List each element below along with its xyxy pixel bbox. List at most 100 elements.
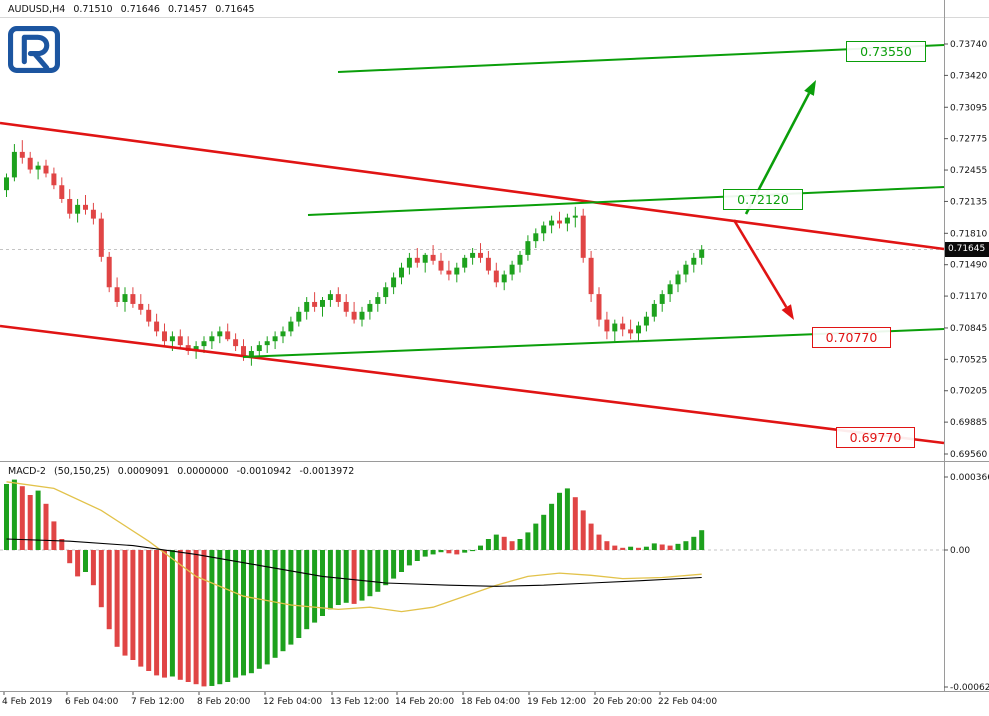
macd-histogram-bar [296, 550, 302, 638]
macd-histogram-bar [438, 550, 444, 553]
bearish-projection-arrow[interactable] [732, 219, 788, 308]
candle-bull [675, 274, 681, 285]
candle-bear [27, 157, 33, 170]
macd-histogram-bar [162, 550, 167, 678]
candle-bear [43, 165, 49, 174]
open-value: 0.71510 [73, 4, 113, 15]
candle-bear [438, 260, 444, 271]
macd-histogram-bar [351, 550, 357, 604]
candle-bear [90, 209, 96, 219]
candle-bear [106, 256, 112, 288]
macd-histogram-bar [248, 550, 254, 674]
macd-histogram-bar [572, 497, 578, 550]
descending-channel-upper[interactable] [0, 121, 945, 251]
macd-signal-line [6, 481, 702, 613]
candle-bull [169, 336, 175, 342]
candle-bear [430, 254, 436, 261]
candle-bull [406, 257, 412, 268]
price-axis-label: 0.70205 [950, 387, 987, 397]
candle-bull [564, 217, 570, 224]
macd-histogram-bar [564, 488, 570, 550]
price-axis-label: 0.71810 [950, 229, 987, 239]
macd-histogram-bar [264, 550, 270, 665]
candle-bull [217, 331, 223, 337]
macd-histogram-bar [399, 550, 404, 572]
macd-histogram-bar [114, 550, 120, 647]
candle-bull [501, 274, 507, 283]
candle-bull [288, 321, 294, 332]
candle-bull [636, 325, 641, 334]
candle-bear [478, 252, 483, 258]
price-axis-label: 0.71490 [950, 261, 987, 271]
time-axis-label: 4 Feb 2019 [2, 697, 53, 707]
macd-histogram-bar [35, 490, 41, 550]
macd-value-4: -0.0013972 [299, 466, 355, 477]
macd-axis-label: 0.00 [950, 546, 970, 556]
macd-histogram-bar [233, 550, 239, 678]
price-axis-label: 0.73740 [950, 40, 987, 50]
candle-bear [628, 329, 634, 334]
price-level-label[interactable]: 0.72120 [723, 189, 803, 210]
candle-bull [651, 303, 657, 317]
price-level-label[interactable]: 0.70770 [812, 327, 891, 348]
candle-bear [588, 257, 594, 295]
candle-bull [367, 303, 373, 312]
candle-bear [580, 215, 586, 258]
price-level-label[interactable]: 0.73550 [846, 41, 926, 62]
candle-bear [351, 311, 357, 320]
macd-histogram-bar [27, 495, 33, 550]
low-value: 0.71457 [167, 4, 208, 15]
macd-histogram-bar [501, 536, 507, 550]
macd-value-1: 0.0009091 [117, 466, 170, 477]
macd-histogram-bar [169, 550, 175, 677]
macd-histogram-bar [154, 550, 160, 676]
macd-value-2: 0.0000000 [177, 466, 229, 477]
macd-histogram-bar [193, 550, 199, 685]
symbol-timeframe-label: AUDUSD,H4 [8, 4, 66, 15]
bearish-projection-arrow-head[interactable] [781, 304, 794, 320]
macd-histogram-bar [11, 479, 17, 550]
macd-histogram-bar [470, 550, 476, 552]
macd-histogram-bar [75, 550, 81, 577]
macd-histogram-bar [414, 550, 420, 561]
candle-bear [414, 257, 420, 263]
candle-bear [146, 309, 152, 322]
macd-histogram-bar [604, 541, 610, 550]
candle-bear [620, 323, 626, 330]
time-axis-label: 20 Feb 20:00 [593, 697, 652, 707]
candle-bull [572, 215, 578, 218]
macd-histogram-bar [478, 545, 483, 550]
macd-histogram-bar [596, 534, 602, 550]
price-axis-label: 0.72775 [950, 135, 987, 145]
rising-line-mid[interactable] [307, 186, 945, 216]
candle-bull [209, 336, 215, 342]
candle-bull [248, 351, 254, 356]
candle-bull [4, 177, 9, 191]
rising-line-top[interactable] [337, 44, 945, 73]
macd-histogram-bar [422, 550, 428, 557]
macd-histogram-bar [19, 486, 25, 550]
candle-bull [280, 331, 286, 337]
candle-bull [327, 294, 333, 301]
candle-bull [517, 254, 523, 265]
macd-histogram-bar [580, 510, 586, 550]
candle-bull [454, 267, 460, 275]
bullish-projection-arrow-head[interactable] [804, 80, 816, 96]
macd-histogram-bar [517, 539, 523, 550]
candle-bear [312, 301, 318, 307]
time-axis-label: 19 Feb 12:00 [527, 697, 586, 707]
macd-histogram-bar [588, 523, 594, 550]
price-level-label[interactable]: 0.69770 [836, 427, 915, 448]
candle-bear [233, 339, 239, 347]
candle-bear [446, 270, 452, 275]
time-axis-label: 22 Feb 04:00 [658, 697, 717, 707]
candle-bull [296, 311, 302, 322]
macd-histogram-bar [4, 484, 9, 550]
macd-histogram-bar [612, 545, 618, 550]
candle-bull [667, 284, 673, 295]
macd-histogram-bar [485, 539, 491, 550]
candle-bull [122, 294, 128, 302]
descending-channel-lower[interactable] [0, 324, 945, 445]
